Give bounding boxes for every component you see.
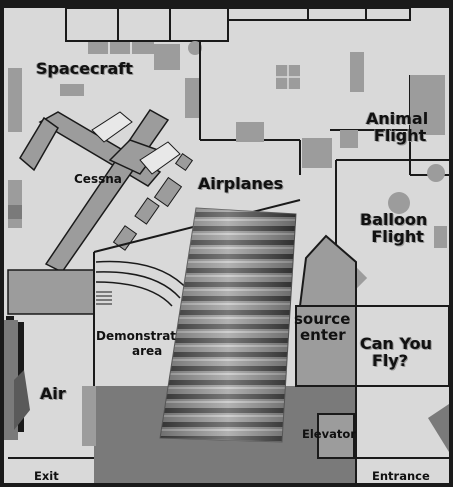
label-airplanes: Airplanes [198, 174, 284, 193]
scanned-image-overlay [159, 207, 297, 443]
label-air: Air [40, 384, 66, 403]
label-balloon-flight-line1: Balloon [360, 210, 428, 229]
top-blocks [60, 41, 202, 96]
label-demonstration-line2: area [132, 343, 163, 358]
resource-center-wall [298, 234, 357, 307]
label-can-you-fly: Can You Fly? [360, 334, 432, 370]
label-animal-flight: Animal Flight [366, 109, 429, 145]
label-entrance: Entrance [372, 469, 430, 483]
label-resource-center-line1: source [294, 310, 351, 328]
demonstration-seating [95, 260, 189, 307]
label-exit: Exit [34, 469, 59, 483]
label-can-you-fly-line2: Fly? [371, 350, 409, 370]
left-wall-blocks [8, 68, 22, 132]
label-animal-flight-line1: Animal [366, 109, 429, 128]
label-animal-flight-line2: Flight [373, 125, 427, 145]
cessna-stairs [91, 111, 181, 175]
top-wall [4, 4, 449, 8]
label-demonstration-area: Demonstrat area [96, 330, 176, 357]
entrance-wedge [428, 404, 449, 452]
elevator-box [317, 413, 355, 459]
label-can-you-fly-line1: Can You [360, 334, 432, 353]
label-balloon-flight-line2: Flight [371, 226, 424, 246]
can-you-fly-room [355, 305, 450, 387]
label-resource-center: source enter [294, 310, 351, 344]
label-balloon-flight: Balloon Flight [360, 210, 428, 246]
label-demonstration-line1: Demonstrat [96, 329, 177, 343]
label-resource-center-line2: enter [300, 325, 346, 344]
label-cessna: Cessna [74, 172, 122, 186]
label-elevator: Elevator [302, 427, 356, 441]
label-spacecraft: Spacecraft [36, 59, 133, 78]
resource-center-room [295, 305, 357, 387]
mid-wall [7, 269, 95, 315]
